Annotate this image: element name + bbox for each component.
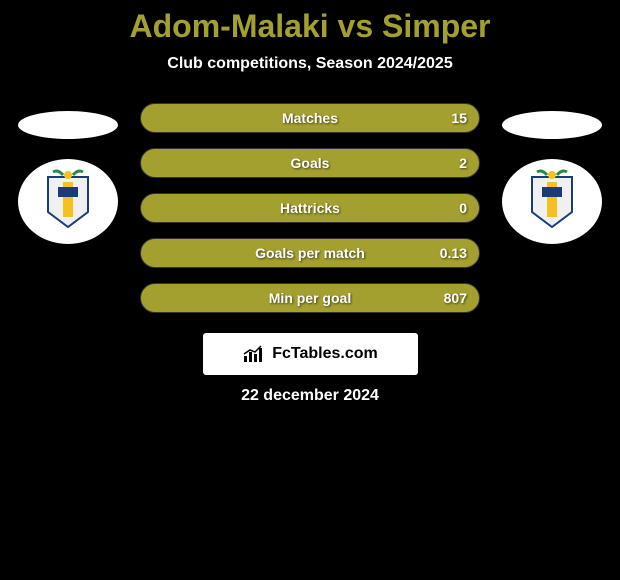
stat-value: 15 [451, 110, 467, 126]
crest-icon [522, 167, 582, 237]
stat-value: 0.13 [440, 245, 467, 261]
subtitle: Club competitions, Season 2024/2025 [0, 55, 620, 73]
stat-value: 2 [459, 155, 467, 171]
stat-label: Hattricks [280, 200, 340, 216]
stats-bars: Matches 15 Goals 2 Hattricks 0 Goals per… [140, 103, 480, 313]
left-column [18, 103, 118, 244]
stat-value: 0 [459, 200, 467, 216]
stat-bar-goals: Goals 2 [140, 148, 480, 178]
stat-label: Goals [291, 155, 330, 171]
right-ellipse [502, 111, 602, 139]
page-title: Adom-Malaki vs Simper [0, 8, 620, 45]
stat-bar-hattricks: Hattricks 0 [140, 193, 480, 223]
crest-icon [38, 167, 98, 237]
content-row: Matches 15 Goals 2 Hattricks 0 Goals per… [0, 103, 620, 313]
logo-text: FcTables.com [272, 345, 378, 363]
footer: FcTables.com 22 december 2024 [0, 333, 620, 405]
stat-bar-goals-per-match: Goals per match 0.13 [140, 238, 480, 268]
left-ellipse [18, 111, 118, 139]
date-text: 22 december 2024 [241, 387, 379, 405]
stat-bar-min-per-goal: Min per goal 807 [140, 283, 480, 313]
stat-value: 807 [444, 290, 467, 306]
logo-box[interactable]: FcTables.com [203, 333, 418, 375]
stat-label: Min per goal [269, 290, 351, 306]
chart-icon [242, 344, 266, 364]
stat-label: Matches [282, 110, 338, 126]
right-column [502, 103, 602, 244]
stat-label: Goals per match [255, 245, 365, 261]
stat-bar-matches: Matches 15 [140, 103, 480, 133]
right-crest [502, 159, 602, 244]
main-container: Adom-Malaki vs Simper Club competitions,… [0, 0, 620, 405]
left-crest [18, 159, 118, 244]
